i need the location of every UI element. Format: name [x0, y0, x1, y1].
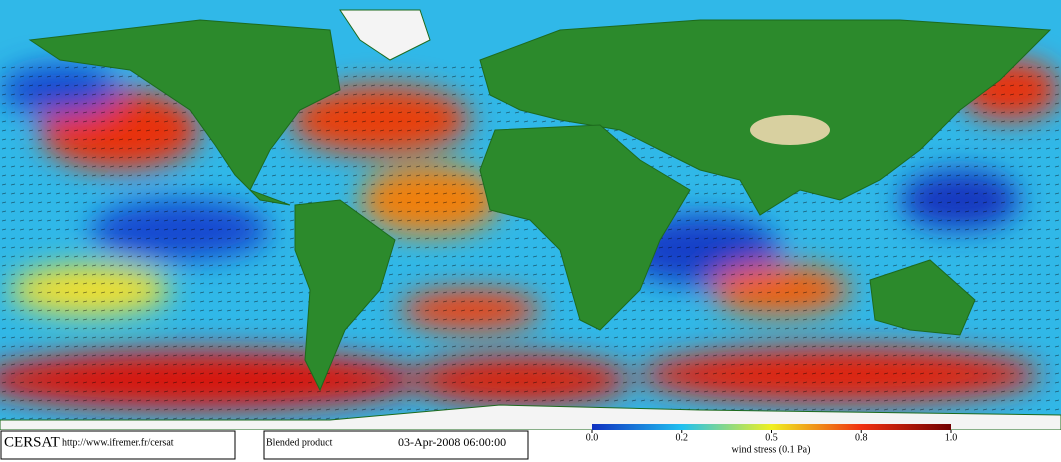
- logo-box: [0, 430, 236, 460]
- land: [0, 9, 1061, 431]
- colorbar-tick-label: 0.5: [765, 432, 778, 443]
- colorbar-tick-label: 1.0: [945, 432, 958, 443]
- colorbar-label: wind stress (0.1 Pa): [732, 444, 811, 455]
- colorbar-tick-label: 0.0: [586, 432, 599, 443]
- colorbar-tick-label: 0.8: [855, 432, 868, 443]
- date: 03-Apr-2008 06:00:00: [398, 435, 506, 449]
- url: http://www.ifremer.fr/cersat: [62, 437, 174, 448]
- logo: CERSAT: [4, 434, 60, 450]
- product: Blended product: [266, 437, 333, 448]
- colorbar-tick-label: 0.2: [676, 432, 689, 443]
- footer: CERSAT http://www.ifremer.fr/cersat Blen…: [0, 424, 1061, 462]
- product-box: [263, 430, 529, 460]
- colorbar: [592, 424, 951, 430]
- colorbar-ticks: 0.0 0.2 0.5 0.8 1.0: [586, 430, 958, 443]
